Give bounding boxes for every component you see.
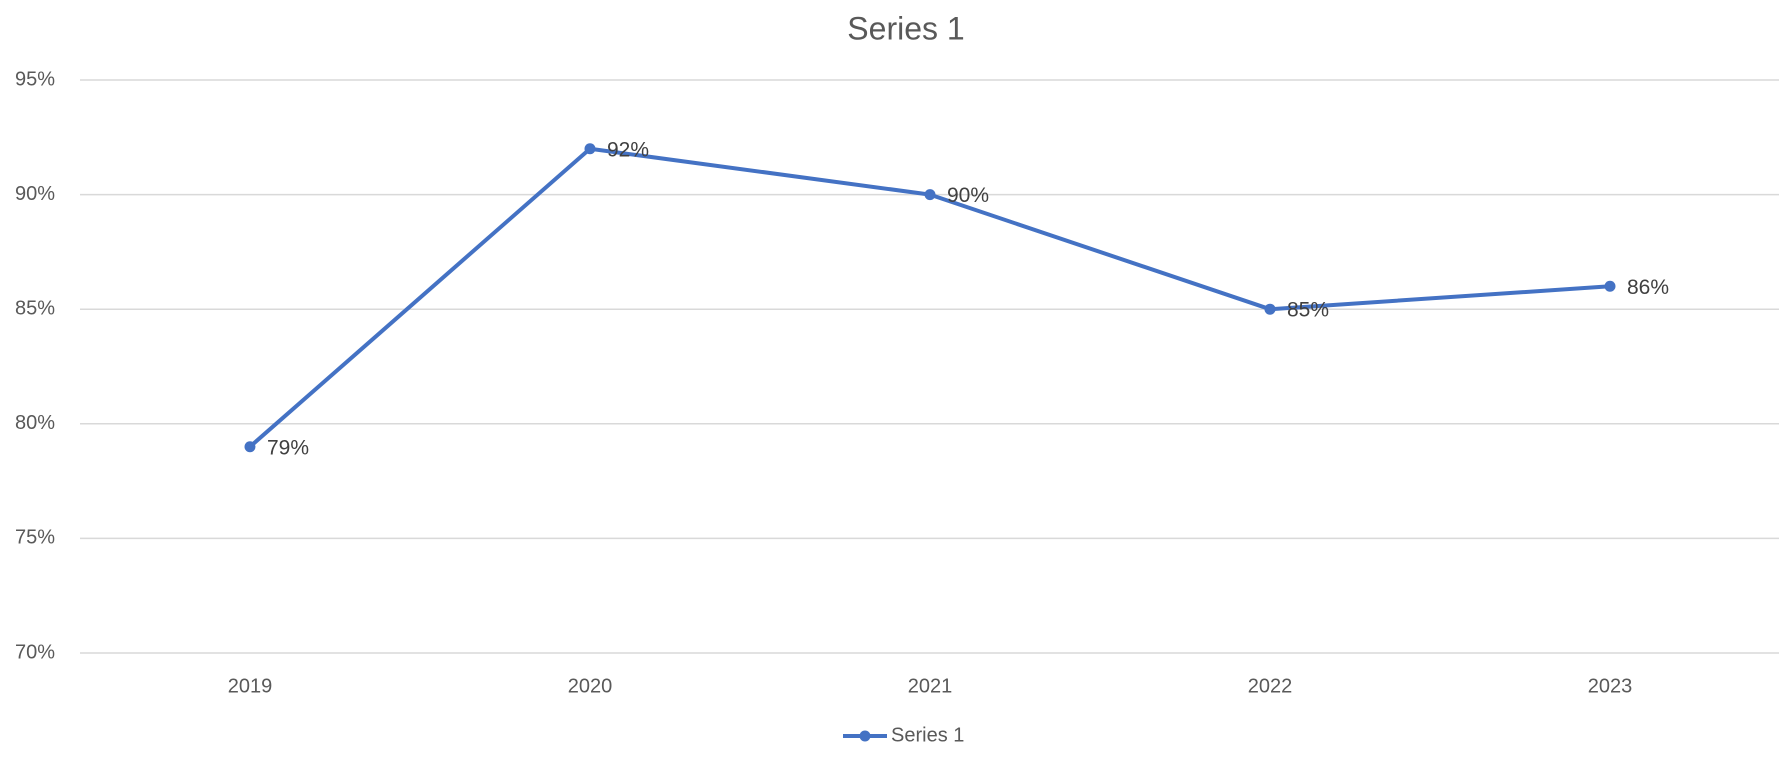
y-tick-label: 70% <box>15 641 55 663</box>
legend-marker <box>859 730 871 742</box>
y-tick-label: 95% <box>15 68 55 90</box>
x-tick-label: 2019 <box>228 675 273 697</box>
data-label: 86% <box>1627 276 1669 299</box>
marker <box>924 189 936 201</box>
y-tick-label: 90% <box>15 183 55 205</box>
marker <box>1264 303 1276 315</box>
x-tick-label: 2023 <box>1588 675 1633 697</box>
legend-label: Series 1 <box>891 724 964 746</box>
y-tick-label: 80% <box>15 412 55 434</box>
chart-title: Series 1 <box>847 10 964 46</box>
x-tick-label: 2022 <box>1248 675 1293 697</box>
x-tick-label: 2020 <box>568 675 613 697</box>
data-label: 90% <box>947 184 989 207</box>
marker <box>1604 280 1616 292</box>
marker <box>584 143 596 155</box>
y-tick-label: 85% <box>15 297 55 319</box>
data-label: 92% <box>607 138 649 161</box>
y-tick-label: 75% <box>15 527 55 549</box>
marker <box>244 441 256 453</box>
data-label: 85% <box>1287 299 1329 322</box>
data-label: 79% <box>267 436 309 459</box>
x-tick-label: 2021 <box>908 675 953 697</box>
